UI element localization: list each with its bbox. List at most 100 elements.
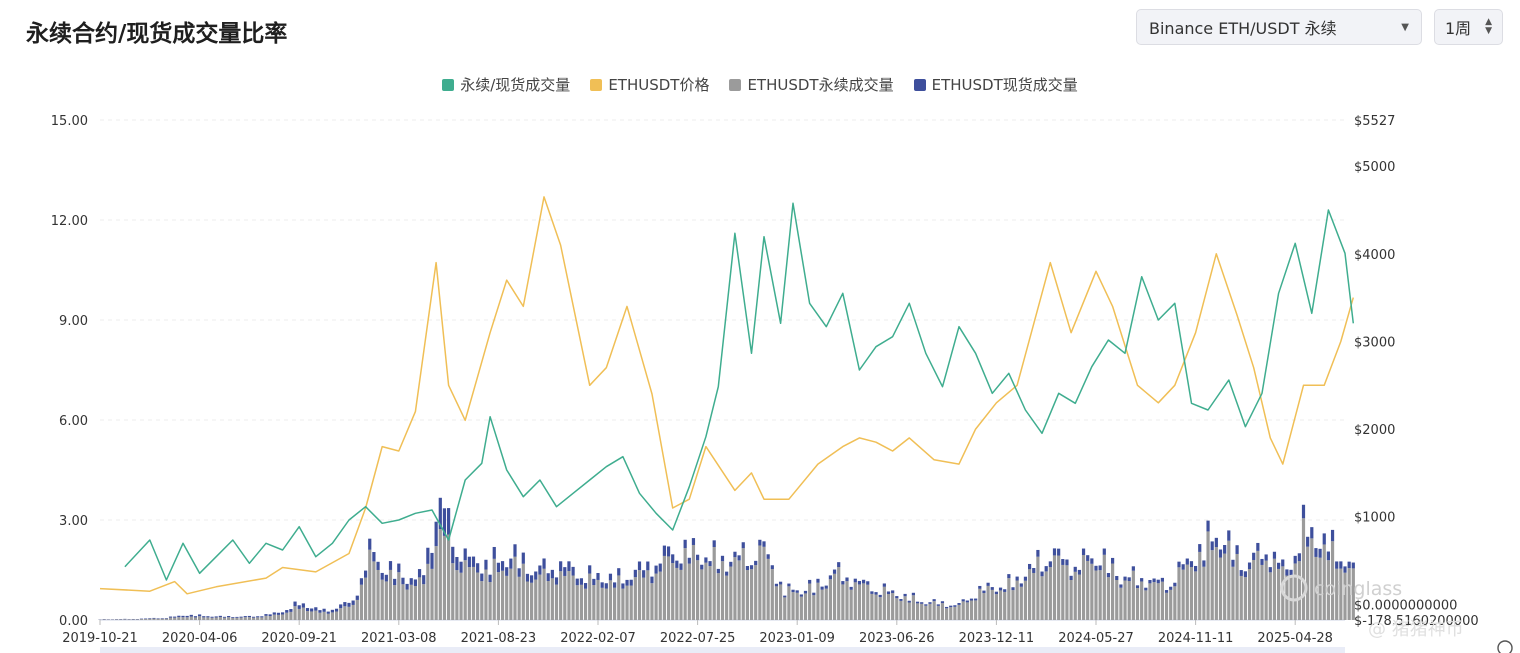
perp-volume-bar xyxy=(978,588,982,620)
perp-volume-bar xyxy=(509,568,513,620)
spot-volume-bar xyxy=(600,582,604,588)
perp-volume-bar xyxy=(426,563,430,620)
perp-volume-bar xyxy=(907,602,911,620)
perp-volume-bar xyxy=(1306,546,1310,620)
legend-item-perp-volume[interactable]: ETHUSDT永续成交量 xyxy=(729,74,894,95)
legend-item-spot-volume[interactable]: ETHUSDT现货成交量 xyxy=(913,74,1078,95)
spot-volume-bar xyxy=(351,600,355,605)
spot-volume-bar xyxy=(177,615,181,618)
perp-volume-bar xyxy=(903,596,907,620)
spot-volume-bar xyxy=(438,497,442,530)
perp-volume-bar xyxy=(1152,582,1156,620)
perp-volume-bar xyxy=(442,535,447,620)
perp-volume-bar xyxy=(372,561,376,620)
spot-volume-bar xyxy=(193,616,198,618)
perp-volume-bar xyxy=(388,569,393,620)
perp-volume-bar xyxy=(882,586,886,620)
spot-volume-bar xyxy=(862,579,866,584)
spot-volume-bar xyxy=(430,552,434,569)
spot-volume-bar xyxy=(986,582,990,586)
perp-volume-bar xyxy=(447,534,451,620)
spot-volume-bar xyxy=(471,556,476,567)
spot-volume-bar xyxy=(1277,562,1281,569)
spot-volume-bar xyxy=(629,579,633,586)
spot-volume-bar xyxy=(891,590,895,594)
spot-volume-bar xyxy=(1098,565,1102,571)
perp-volume-bar xyxy=(1339,568,1343,620)
perp-volume-bar xyxy=(1040,576,1044,620)
spot-volume-bar xyxy=(1347,561,1351,569)
spot-volume-bar xyxy=(982,590,986,594)
perp-volume-bar xyxy=(152,618,156,620)
spot-volume-bar xyxy=(841,581,845,585)
perp-volume-bar xyxy=(281,614,285,620)
perp-volume-bar xyxy=(1007,578,1011,620)
spot-volume-bar xyxy=(451,546,455,564)
chevron-down-icon: ▼ xyxy=(1401,21,1409,33)
perp-volume-bar xyxy=(708,566,712,620)
spot-volume-bar xyxy=(276,612,281,615)
spot-volume-bar xyxy=(928,602,932,604)
spot-volume-bar xyxy=(812,592,816,596)
legend-item-price[interactable]: ETHUSDT价格 xyxy=(590,74,709,95)
perp-volume-bar xyxy=(662,555,666,620)
spot-volume-bar xyxy=(413,579,417,586)
perp-volume-bar xyxy=(791,592,795,620)
period-select[interactable]: 1周 ▲ ▼ xyxy=(1434,9,1503,45)
perp-volume-bar xyxy=(1210,550,1214,620)
spot-volume-bar xyxy=(530,575,534,583)
perp-volume-bar xyxy=(1272,558,1277,620)
spot-volume-bar xyxy=(326,611,330,614)
spot-volume-bar xyxy=(1206,520,1210,532)
settings-icon[interactable] xyxy=(1497,640,1513,653)
perp-volume-bar xyxy=(563,575,567,620)
spot-volume-bar xyxy=(459,561,463,573)
spot-volume-bar xyxy=(542,558,546,569)
chart-legend: 永续/现货成交量 ETHUSDT价格 ETHUSDT永续成交量 ETHUSDT现… xyxy=(0,74,1520,95)
spot-volume-bar xyxy=(546,573,550,582)
spot-volume-bar xyxy=(1081,548,1086,556)
perp-volume-bar xyxy=(691,544,696,620)
spot-volume-bar xyxy=(1044,566,1048,572)
perp-volume-bar xyxy=(525,581,530,620)
spot-volume-bar xyxy=(675,560,679,568)
spot-volume-bar xyxy=(583,583,588,589)
perp-volume-bar xyxy=(1019,586,1023,620)
pair-select[interactable]: Binance ETH/USDT 永续 ▼ xyxy=(1136,9,1422,45)
perp-volume-bar xyxy=(1347,568,1351,620)
perp-volume-bar xyxy=(1032,572,1036,620)
spot-volume-bar xyxy=(202,616,206,618)
perp-volume-bar xyxy=(994,594,998,620)
spot-volume-bar xyxy=(621,583,625,589)
spot-volume-bar xyxy=(1015,576,1019,581)
x-tick-label: 2022-02-07 xyxy=(560,631,636,646)
perp-volume-bar xyxy=(322,611,326,620)
spot-volume-bar xyxy=(720,555,725,562)
spot-volume-bar xyxy=(998,587,1003,591)
legend-item-ratio[interactable]: 永续/现货成交量 xyxy=(442,74,570,95)
spot-volume-bar xyxy=(965,600,969,603)
perp-volume-bar xyxy=(741,548,745,620)
perp-volume-bar xyxy=(492,558,496,620)
spot-volume-bar xyxy=(683,539,687,549)
spot-volume-bar xyxy=(1106,573,1111,578)
legend-swatch-spot-volume xyxy=(913,78,926,91)
perp-volume-bar xyxy=(1065,565,1069,620)
zoom-slider-track[interactable] xyxy=(100,647,1345,653)
spot-volume-bar xyxy=(210,616,214,618)
legend-label-price: ETHUSDT价格 xyxy=(608,76,710,94)
perp-volume-bar xyxy=(214,617,218,620)
perp-volume-bar xyxy=(1098,570,1102,620)
spot-volume-bar xyxy=(417,569,422,578)
x-tick-label: 2021-08-23 xyxy=(461,631,537,646)
coinglass-logo-icon xyxy=(1280,574,1308,602)
spot-volume-bar xyxy=(268,614,272,617)
perp-volume-bar xyxy=(737,560,741,620)
perp-volume-bar xyxy=(451,563,455,620)
spot-volume-bar xyxy=(1123,576,1127,581)
perp-volume-bar xyxy=(720,561,725,620)
spot-volume-bar xyxy=(1322,533,1326,545)
perp-volume-bar xyxy=(364,577,368,620)
perp-volume-bar xyxy=(1073,571,1077,620)
